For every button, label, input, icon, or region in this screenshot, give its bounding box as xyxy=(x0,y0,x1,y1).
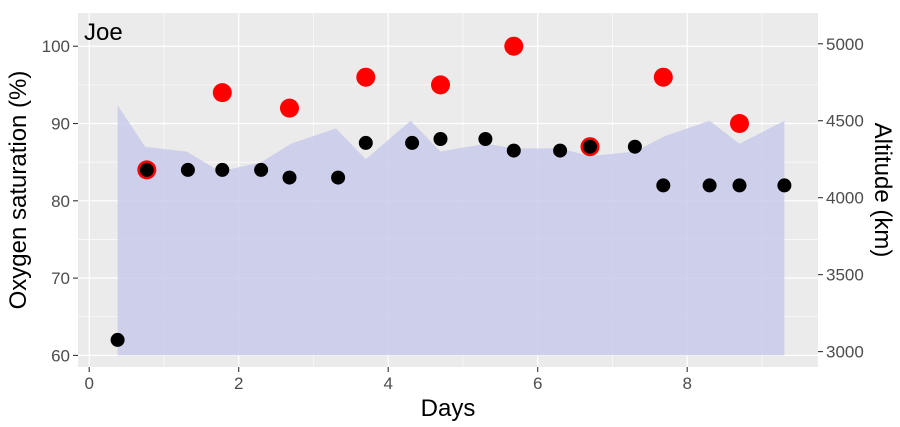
bottom-tick-label: 2 xyxy=(234,374,243,393)
black-point xyxy=(583,139,597,154)
black-points-series xyxy=(110,132,792,347)
right-tick-label: 4000 xyxy=(826,189,864,208)
y2-axis-title: Altitude (km) xyxy=(869,123,896,258)
black-point xyxy=(553,143,568,158)
bottom-tick-label: 6 xyxy=(533,374,542,393)
right-axis-ticks: 3000 3500 4000 4500 5000 xyxy=(818,35,864,362)
black-point xyxy=(331,170,346,185)
right-tick-label: 3500 xyxy=(826,266,864,285)
right-tick-label: 5000 xyxy=(826,35,864,54)
bottom-tick-label: 4 xyxy=(383,374,392,393)
black-point xyxy=(433,132,448,146)
black-point xyxy=(215,162,230,177)
black-point xyxy=(627,139,642,154)
right-tick-label: 4500 xyxy=(826,112,864,131)
black-point xyxy=(110,332,125,347)
black-point xyxy=(180,162,195,177)
black-point xyxy=(478,132,493,146)
black-point xyxy=(282,170,297,185)
black-point xyxy=(139,162,154,177)
left-tick-label: 60 xyxy=(51,346,70,365)
right-tick-label: 3000 xyxy=(826,343,864,362)
red-point xyxy=(431,75,450,95)
black-point xyxy=(777,178,792,193)
black-point xyxy=(732,178,747,193)
left-tick-label: 80 xyxy=(51,192,70,211)
bottom-tick-label: 8 xyxy=(682,374,691,393)
left-tick-label: 90 xyxy=(51,115,70,134)
red-point xyxy=(280,98,299,118)
red-point xyxy=(653,67,673,87)
black-point xyxy=(358,135,373,150)
black-point xyxy=(506,143,521,158)
altitude-area xyxy=(117,105,785,356)
black-point xyxy=(254,162,269,177)
left-axis-ticks: 60 70 80 90 100 xyxy=(42,37,78,365)
black-point xyxy=(702,178,717,193)
black-point xyxy=(405,135,420,150)
left-tick-label: 100 xyxy=(42,37,70,56)
bottom-tick-label: 0 xyxy=(84,374,93,393)
panel-annotation: Joe xyxy=(84,19,123,46)
left-tick-label: 70 xyxy=(51,269,70,288)
red-point xyxy=(504,36,524,56)
red-point xyxy=(730,114,749,133)
y-axis-title: Oxygen saturation (%) xyxy=(5,71,32,310)
red-point xyxy=(356,67,376,87)
red-point xyxy=(212,83,232,103)
x-axis-title: Days xyxy=(421,395,476,422)
bottom-axis-ticks: 0 2 4 6 8 xyxy=(84,367,692,393)
black-point xyxy=(656,178,671,193)
